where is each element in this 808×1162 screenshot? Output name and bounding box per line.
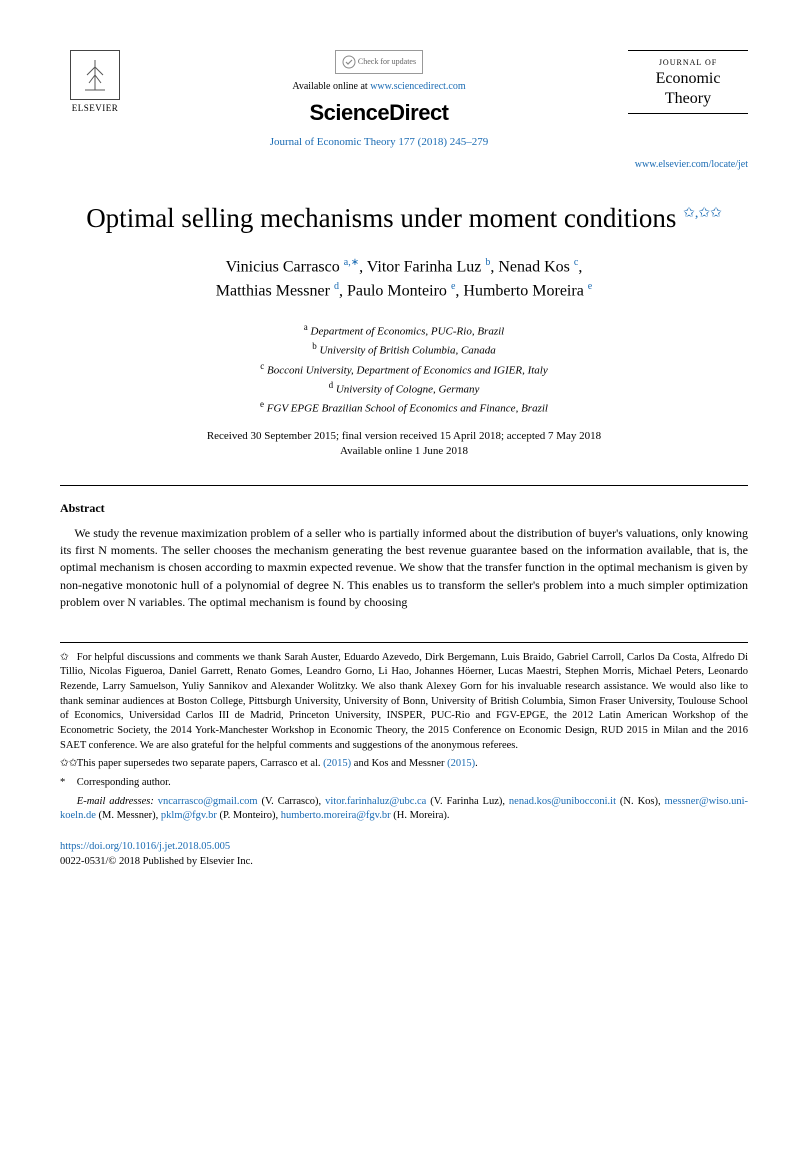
journal-logo-top: JOURNAL OF <box>628 57 748 68</box>
header-center: Check for updates Available online at ww… <box>130 50 628 150</box>
email-3[interactable]: nenad.kos@unibocconi.it <box>509 796 616 807</box>
affiliation-c: Bocconi University, Department of Econom… <box>267 364 548 376</box>
email-1[interactable]: vncarrasco@gmail.com <box>158 796 258 807</box>
journal-locate-link[interactable]: www.elsevier.com/locate/jet <box>60 158 748 172</box>
fn2-pre: This paper supersedes two separate paper… <box>77 758 323 769</box>
dates-line2: Available online 1 June 2018 <box>60 444 748 459</box>
affiliations: a Department of Economics, PUC-Rio, Braz… <box>60 321 748 417</box>
journal-logo-line2: Theory <box>628 90 748 108</box>
email-1-name: (V. Carrasco), <box>258 796 326 807</box>
journal-reference[interactable]: Journal of Economic Theory 177 (2018) 24… <box>140 135 618 150</box>
fn2-mark: ✩✩ <box>60 757 77 772</box>
title-text: Optimal selling mechanisms under moment … <box>86 203 676 233</box>
abstract-body: We study the revenue maximization proble… <box>60 525 748 612</box>
journal-logo-block: JOURNAL OF Economic Theory <box>628 50 748 114</box>
footnote-emails: E-mail addresses: vncarrasco@gmail.com (… <box>60 795 748 824</box>
footnote-corresponding: *Corresponding author. <box>60 776 748 791</box>
header: ELSEVIER Check for updates Available onl… <box>60 50 748 150</box>
affiliation-e: FGV EPGE Brazilian School of Economics a… <box>267 403 548 415</box>
author-6: Humberto Moreira <box>463 282 583 299</box>
doi-link[interactable]: https://doi.org/10.1016/j.jet.2018.05.00… <box>60 841 230 852</box>
author-6-aff[interactable]: e <box>588 281 592 292</box>
email-label: E-mail addresses: <box>77 796 154 807</box>
email-3-name: (N. Kos), <box>616 796 665 807</box>
email-5[interactable]: pklm@fgv.br <box>161 810 217 821</box>
email-5-name: (P. Monteiro), <box>217 810 281 821</box>
journal-logo-line1: Economic <box>628 70 748 88</box>
affiliation-d: University of Cologne, Germany <box>336 383 480 395</box>
dates-line1: Received 30 September 2015; final versio… <box>60 429 748 444</box>
fn2-ref2[interactable]: (2015) <box>447 758 475 769</box>
check-updates-badge[interactable]: Check for updates <box>335 50 423 74</box>
author-1: Vinicius Carrasco <box>226 258 340 275</box>
author-2: Vitor Farinha Luz <box>367 258 482 275</box>
elsevier-tree-icon <box>70 50 120 100</box>
available-online: Available online at www.sciencedirect.co… <box>140 80 618 94</box>
email-6[interactable]: humberto.moreira@fgv.br <box>281 810 391 821</box>
abstract-heading: Abstract <box>60 500 748 517</box>
affiliation-b: University of British Columbia, Canada <box>319 345 495 357</box>
author-5-aff[interactable]: e <box>451 281 455 292</box>
copyright-line: 0022-0531/© 2018 Published by Elsevier I… <box>60 855 748 870</box>
email-4-name: (M. Messner), <box>96 810 161 821</box>
fn1-text: For helpful discussions and comments we … <box>60 652 748 751</box>
email-2-name: (V. Farinha Luz), <box>426 796 509 807</box>
fn1-mark: ✩ <box>60 651 77 666</box>
author-list: Vinicius Carrasco a,∗, Vitor Farinha Luz… <box>60 255 748 304</box>
author-5: Paulo Monteiro <box>347 282 447 299</box>
sciencedirect-logo: ScienceDirect <box>140 98 618 129</box>
paper-title: Optimal selling mechanisms under moment … <box>60 202 748 234</box>
author-2-aff[interactable]: b <box>485 257 490 268</box>
title-footnote-mark[interactable]: ✩,✩✩ <box>683 206 722 221</box>
rule-above-abstract <box>60 485 748 486</box>
footnotes: ✩For helpful discussions and comments we… <box>60 642 748 825</box>
available-prefix: Available online at <box>292 81 370 92</box>
email-6-name: (H. Moreira). <box>391 810 450 821</box>
email-2[interactable]: vitor.farinhaluz@ubc.ca <box>325 796 426 807</box>
author-4: Matthias Messner <box>216 282 330 299</box>
journal-logo: JOURNAL OF Economic Theory <box>628 50 748 114</box>
author-1-aff[interactable]: a,∗ <box>344 257 359 268</box>
footnote-supersedes: ✩✩This paper supersedes two separate pap… <box>60 757 748 772</box>
article-dates: Received 30 September 2015; final versio… <box>60 429 748 460</box>
corr-mark: * <box>60 776 77 791</box>
author-3-aff[interactable]: c <box>574 257 578 268</box>
check-updates-label: Check for updates <box>358 57 416 66</box>
corr-text: Corresponding author. <box>77 777 171 788</box>
sciencedirect-link[interactable]: www.sciencedirect.com <box>370 81 465 92</box>
elsevier-logo-block: ELSEVIER <box>60 50 130 115</box>
footnote-acknowledgements: ✩For helpful discussions and comments we… <box>60 651 748 754</box>
fn2-ref1[interactable]: (2015) <box>323 758 351 769</box>
fn2-mid: and Kos and Messner <box>351 758 447 769</box>
author-4-aff[interactable]: d <box>334 281 339 292</box>
elsevier-label: ELSEVIER <box>72 102 119 115</box>
author-3: Nenad Kos <box>498 258 570 275</box>
doi-block: https://doi.org/10.1016/j.jet.2018.05.00… <box>60 840 748 869</box>
fn2-post: . <box>475 758 478 769</box>
affiliation-a: Department of Economics, PUC-Rio, Brazil <box>311 326 505 338</box>
